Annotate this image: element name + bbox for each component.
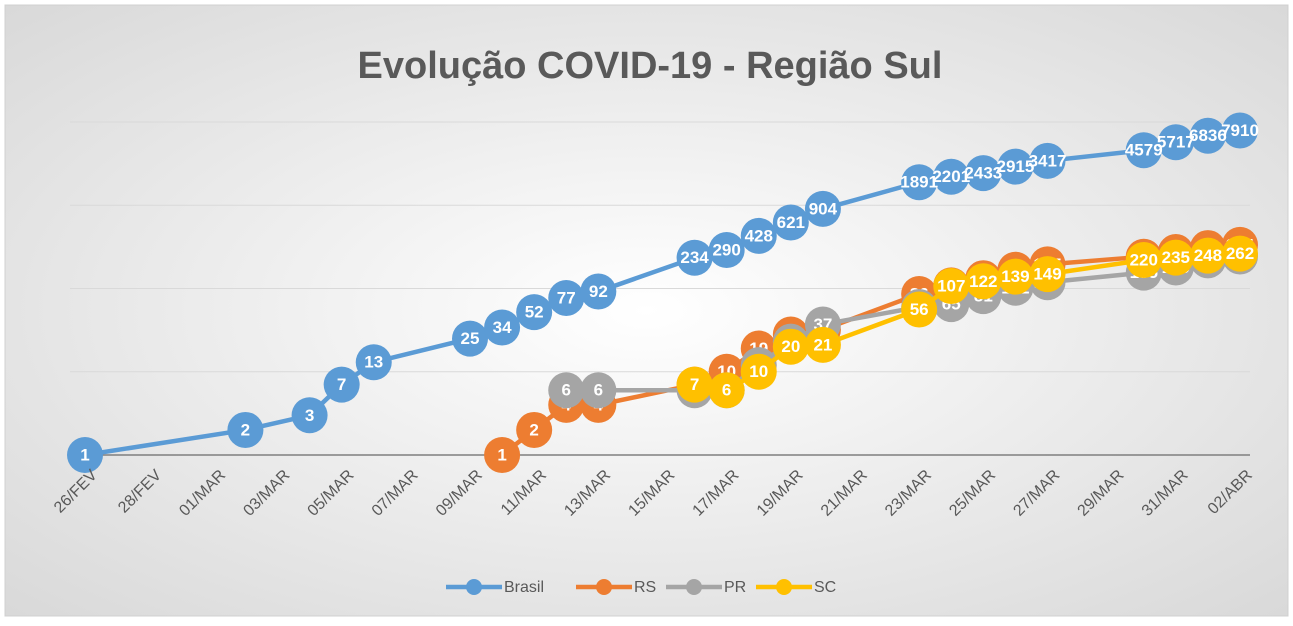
marker	[1125, 132, 1162, 169]
data-label: 621	[777, 213, 805, 232]
data-label: 1	[80, 445, 89, 464]
marker	[516, 411, 553, 448]
data-label: 2201	[932, 167, 970, 186]
marker	[355, 344, 392, 381]
data-label: 92	[589, 282, 608, 301]
data-label: 149	[1033, 265, 1061, 284]
legend-marker	[686, 579, 702, 595]
marker	[580, 372, 617, 409]
marker	[901, 164, 938, 201]
marker	[676, 366, 713, 403]
data-label: 2	[529, 420, 538, 439]
marker	[291, 397, 328, 434]
chart-title: Evolução COVID-19 - Região Sul	[358, 45, 943, 87]
data-label: 7	[690, 375, 699, 394]
data-label: 13	[364, 353, 383, 372]
data-label: 139	[1001, 267, 1029, 286]
data-label: 77	[557, 288, 576, 307]
marker	[676, 239, 713, 276]
marker	[1222, 112, 1258, 149]
marker	[516, 294, 553, 331]
data-label: 904	[809, 199, 838, 218]
marker	[484, 309, 521, 346]
marker	[580, 273, 617, 310]
data-label: 220	[1130, 250, 1158, 269]
data-label: 7910	[1221, 121, 1259, 140]
marker	[804, 326, 841, 363]
marker	[1125, 241, 1162, 278]
marker	[484, 437, 521, 473]
data-label: 234	[680, 248, 709, 267]
marker	[1189, 237, 1226, 274]
data-label: 5717	[1157, 133, 1195, 152]
marker	[548, 372, 585, 409]
data-label: 2433	[964, 164, 1002, 183]
data-label: 290	[712, 240, 740, 259]
legend-marker	[596, 579, 612, 595]
data-label: 7	[337, 375, 346, 394]
marker	[965, 155, 1002, 192]
data-label: 21	[813, 335, 832, 354]
data-label: 52	[525, 303, 544, 322]
marker	[740, 217, 777, 254]
data-label: 3	[305, 406, 314, 425]
data-label: 262	[1226, 244, 1254, 263]
marker	[740, 353, 777, 390]
marker	[772, 204, 809, 241]
legend-label: RS	[634, 579, 656, 596]
legend-marker	[466, 579, 482, 595]
marker	[1157, 239, 1194, 276]
legend-label: PR	[724, 579, 746, 596]
data-label: 2	[241, 420, 250, 439]
data-label: 1	[497, 445, 506, 464]
legend-marker	[776, 579, 792, 595]
marker	[708, 232, 745, 269]
legend-label: Brasil	[504, 579, 544, 596]
marker	[452, 320, 488, 357]
data-label: 248	[1194, 246, 1222, 265]
data-label: 107	[937, 277, 965, 296]
data-label: 20	[781, 337, 800, 356]
marker	[997, 258, 1034, 295]
data-label: 6836	[1189, 126, 1227, 145]
marker	[1029, 256, 1066, 293]
data-label: 34	[493, 318, 512, 337]
marker	[901, 291, 938, 328]
marker	[67, 437, 103, 473]
marker	[1029, 142, 1066, 179]
data-label: 428	[745, 226, 773, 245]
marker	[323, 366, 360, 403]
legend-label: SC	[814, 579, 836, 596]
data-label: 2915	[997, 157, 1035, 176]
marker	[933, 158, 970, 195]
marker	[804, 190, 841, 227]
chart-area	[4, 4, 1289, 617]
data-label: 10	[749, 362, 768, 381]
marker	[708, 372, 745, 409]
marker	[1222, 235, 1258, 272]
data-label: 56	[910, 300, 929, 319]
marker	[1157, 124, 1194, 161]
data-label: 1891	[900, 173, 938, 192]
marker	[933, 268, 970, 305]
data-label: 3417	[1029, 151, 1067, 170]
marker	[965, 263, 1002, 300]
data-label: 122	[969, 272, 997, 291]
marker	[548, 279, 585, 316]
marker	[1189, 117, 1226, 154]
data-label: 25	[461, 329, 480, 348]
data-label: 4579	[1125, 141, 1163, 160]
marker	[997, 148, 1034, 185]
data-label: 6	[722, 381, 731, 400]
marker	[227, 411, 264, 448]
data-label: 235	[1162, 248, 1190, 267]
data-label: 6	[594, 381, 603, 400]
data-label: 6	[562, 381, 571, 400]
marker	[772, 328, 809, 365]
